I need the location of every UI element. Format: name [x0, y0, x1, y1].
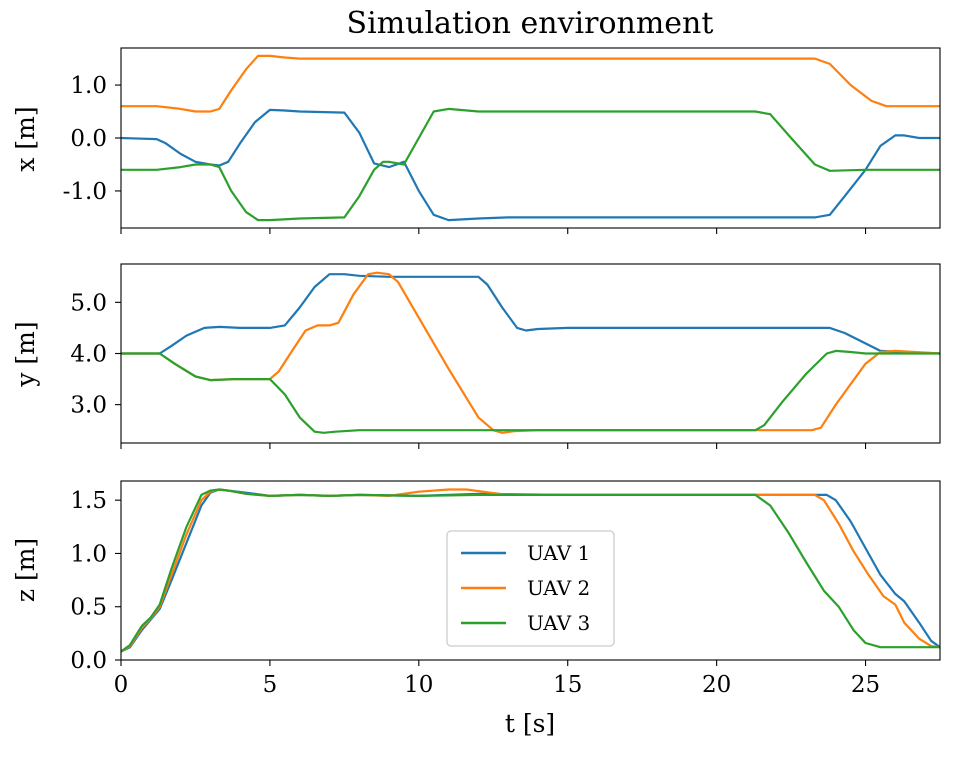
- legend-box: [446, 530, 615, 647]
- ylabel-y: y [m]: [11, 321, 40, 387]
- legend-label-uav2: UAV 2: [527, 576, 590, 600]
- ytick-label-z: 0.5: [70, 595, 107, 621]
- axes-frame-y: [120, 263, 941, 444]
- axes-frame-z: [120, 480, 941, 661]
- xtick-label: 0: [114, 672, 129, 698]
- ytick-label-y: 4.0: [70, 342, 107, 368]
- xtick-label: 20: [702, 672, 731, 698]
- xtick-label: 5: [263, 672, 278, 698]
- series-line-y-uav2: [121, 271, 940, 434]
- series-line-z-uav3: [121, 488, 940, 653]
- xlabel: t [s]: [505, 709, 555, 738]
- panel-z: z [m] 1.5 1.0 0.5 0.0 0 5 10 15 20 25: [11, 480, 941, 698]
- ytick-label-z: 1.0: [70, 541, 107, 567]
- series-line-x-uav2: [121, 54, 940, 113]
- ytick-label-x: 1.0: [70, 73, 107, 99]
- panel-y: y [m] 5.0 4.0 3.0: [11, 263, 941, 449]
- ytick-label-z: 0.0: [70, 648, 107, 674]
- ytick-label-x: -1.0: [63, 179, 107, 205]
- series-line-y-uav1: [121, 273, 940, 355]
- ylabel-z: z [m]: [11, 538, 40, 602]
- ytick-label-x: 0.0: [70, 126, 107, 152]
- legend-label-uav3: UAV 3: [527, 611, 590, 635]
- legend: UAV 1 UAV 2 UAV 3: [446, 530, 615, 647]
- xtick-label: 15: [553, 672, 582, 698]
- series-line-z-uav2: [121, 488, 940, 653]
- panel-x: x [m] 1.0 0.0 -1.0: [11, 47, 941, 234]
- series-line-x-uav3: [121, 107, 940, 222]
- ytick-label-z: 1.5: [70, 488, 107, 514]
- series-line-y-uav3: [121, 349, 940, 434]
- xtick-label: 10: [404, 672, 433, 698]
- ylabel-x: x [m]: [11, 106, 40, 171]
- ytick-label-y: 3.0: [70, 393, 107, 419]
- legend-label-uav1: UAV 1: [527, 541, 590, 565]
- ytick-label-y: 5.0: [70, 290, 107, 316]
- chart-title: Simulation environment: [347, 6, 714, 41]
- xtick-label: 25: [851, 672, 880, 698]
